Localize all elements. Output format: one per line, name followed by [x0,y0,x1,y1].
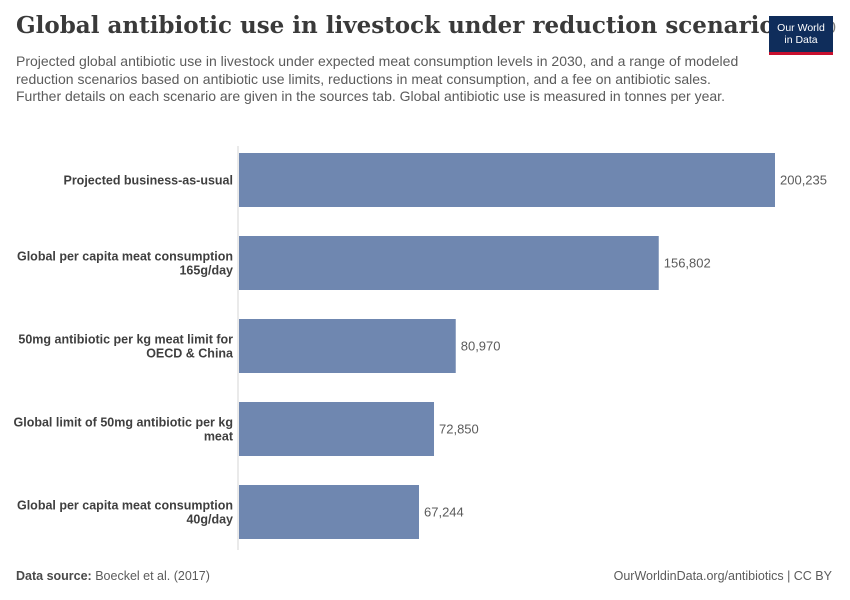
category-label: 50mg antibiotic per kg meat limit for [18,333,233,347]
chart-title: Global antibiotic use in livestock under… [16,12,788,39]
category-label: OECD & China [146,347,234,361]
bar[interactable] [239,402,435,456]
data-source-label: Data source: [16,569,92,583]
bar-value-label: 200,235 [780,173,827,188]
owid-logo[interactable]: Our World in Data [769,16,833,55]
category-label: meat [204,430,234,444]
bar[interactable] [239,485,420,539]
footer-license[interactable]: OurWorldinData.org/antibiotics | CC BY [613,569,832,583]
category-label: Global per capita meat consumption [17,250,233,264]
logo-line-1: Our World [777,22,825,34]
category-label: Global limit of 50mg antibiotic per kg [14,416,233,430]
bar[interactable] [239,153,775,207]
bar-value-label: 72,850 [439,422,479,437]
data-source: Data source: Boeckel et al. (2017) [16,569,210,583]
category-label: Projected business-as-usual [63,174,233,188]
bar-value-label: 156,802 [664,256,711,271]
bar-value-label: 67,244 [424,505,464,520]
bar-value-label: 80,970 [461,339,501,354]
data-source-link[interactable]: Boeckel et al. (2017) [95,569,210,583]
category-label: 165g/day [179,264,233,278]
logo-line-2: in Data [784,34,818,46]
category-label: 40g/day [186,513,233,527]
category-label: Global per capita meat consumption [17,499,233,513]
bar[interactable] [239,236,659,290]
bar[interactable] [239,319,456,373]
chart-subtitle: Projected global antibiotic use in lives… [16,53,739,104]
